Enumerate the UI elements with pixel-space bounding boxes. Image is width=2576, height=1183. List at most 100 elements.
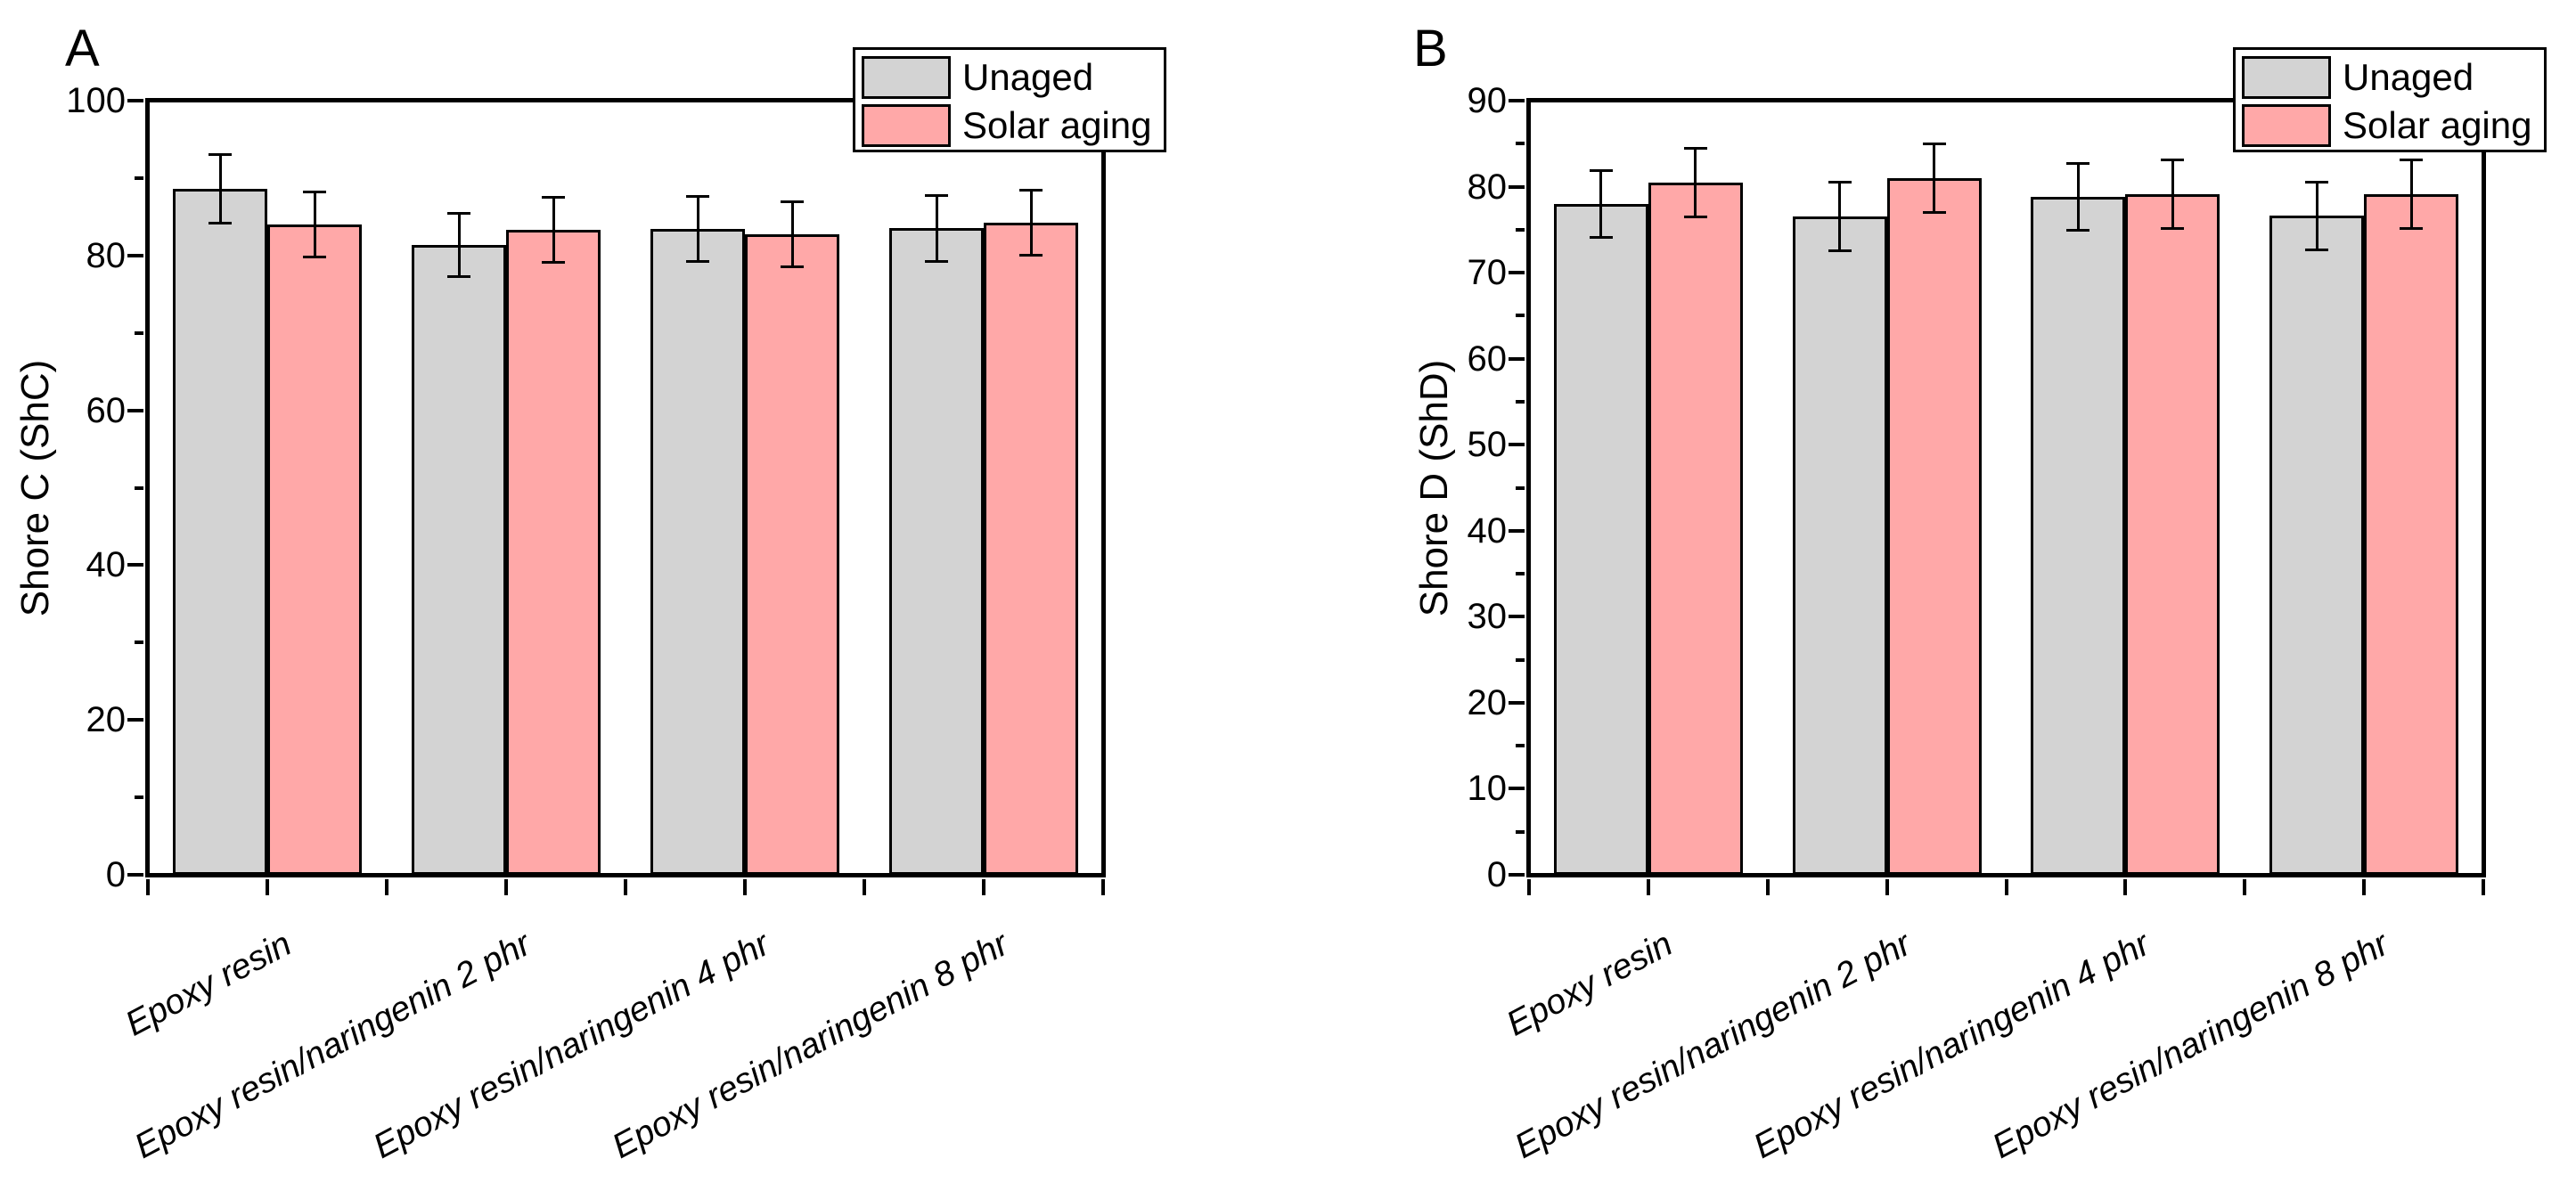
x-tick xyxy=(2362,879,2367,895)
error-bar-top-cap xyxy=(1019,189,1043,192)
x-tick xyxy=(385,879,388,895)
solar-aging-bar xyxy=(267,224,362,875)
x-category-label: Epoxy resin/naringenin 8 phr xyxy=(605,925,1015,1167)
error-bar-line xyxy=(2076,163,2080,231)
x-tick xyxy=(1765,879,1770,895)
error-bar-bottom-cap xyxy=(686,260,709,264)
y-minor-tick xyxy=(135,485,143,490)
y-minor-tick xyxy=(135,640,143,645)
x-category-label: Epoxy resin/naringenin 2 phr xyxy=(127,925,537,1167)
unaged-bar xyxy=(650,229,745,875)
solar-aging-bar xyxy=(506,230,601,875)
y-tick-label: 30 xyxy=(1467,597,1508,637)
error-bar-bottom-cap xyxy=(1922,211,1946,215)
x-tick xyxy=(863,879,866,895)
y-minor-tick xyxy=(135,175,143,180)
error-bar-top-cap xyxy=(209,153,232,157)
solar-aging-swatch xyxy=(2242,104,2331,147)
unaged-bar xyxy=(889,228,984,875)
y-axis-title: Shore C (ShC) xyxy=(13,359,57,616)
error-bar-top-cap xyxy=(925,193,948,197)
unaged-bar xyxy=(173,189,267,875)
error-bar-top-cap xyxy=(1828,181,1852,184)
y-major-tick xyxy=(127,99,143,102)
x-tick xyxy=(1101,879,1105,895)
unaged-bar xyxy=(1792,216,1887,875)
legend-box: Unaged Solar aging xyxy=(853,47,1166,152)
unaged-bar xyxy=(2031,197,2126,875)
y-tick-label: 60 xyxy=(86,390,127,430)
error-bar-top-cap xyxy=(303,191,326,194)
y-major-tick xyxy=(127,253,143,257)
y-major-tick xyxy=(1509,99,1525,102)
y-tick-label: 10 xyxy=(1467,769,1508,809)
y-major-tick xyxy=(1509,615,1525,619)
error-bar-top-cap xyxy=(542,196,565,200)
error-bar-bottom-cap xyxy=(2400,227,2424,231)
y-minor-tick xyxy=(1516,227,1525,232)
solar-aging-bar xyxy=(1886,178,1982,875)
unaged-swatch xyxy=(862,56,951,99)
x-tick xyxy=(1646,879,1650,895)
y-tick-label: 70 xyxy=(1467,253,1508,293)
error-bar-line xyxy=(2409,159,2413,229)
y-minor-tick xyxy=(1516,744,1525,748)
y-major-tick xyxy=(1509,787,1525,791)
x-tick xyxy=(624,879,627,895)
error-bar-top-cap xyxy=(1922,142,1946,145)
y-minor-tick xyxy=(1516,829,1525,834)
unaged-bar xyxy=(1553,204,1648,875)
y-major-tick xyxy=(1509,528,1525,533)
error-bar-bottom-cap xyxy=(2161,227,2185,231)
y-tick-label: 60 xyxy=(1467,339,1508,379)
y-minor-tick xyxy=(1516,572,1525,576)
error-bar-top-cap xyxy=(2400,159,2424,162)
y-minor-tick xyxy=(1516,314,1525,318)
error-bar-bottom-cap xyxy=(1683,215,1707,218)
error-bar-top-cap xyxy=(2161,159,2185,162)
y-minor-tick xyxy=(1516,142,1525,146)
x-tick xyxy=(146,879,150,895)
y-major-tick xyxy=(1509,356,1525,361)
error-bar-line xyxy=(313,192,316,257)
x-tick xyxy=(1527,879,1531,895)
error-bar-bottom-cap xyxy=(303,256,326,259)
y-minor-tick xyxy=(135,330,143,335)
y-tick-label: 40 xyxy=(1467,510,1508,551)
error-bar-bottom-cap xyxy=(209,221,232,224)
y-tick-label: 50 xyxy=(1467,425,1508,465)
plot-frame xyxy=(145,98,1106,877)
legend-label: Solar aging xyxy=(962,104,1152,146)
error-bar-bottom-cap xyxy=(1589,236,1613,240)
x-tick xyxy=(1885,879,1889,895)
x-tick xyxy=(982,879,985,895)
error-bar-line xyxy=(790,201,794,267)
error-bar-line xyxy=(552,197,555,263)
y-tick-label: 100 xyxy=(66,81,126,120)
error-bar-line xyxy=(935,195,938,262)
error-bar-line xyxy=(1933,143,1936,213)
error-bar-line xyxy=(218,154,222,224)
y-major-tick xyxy=(127,408,143,412)
y-minor-tick xyxy=(1516,399,1525,404)
y-minor-tick xyxy=(135,795,143,800)
legend-label: Solar aging xyxy=(2343,104,2532,146)
unaged-bar xyxy=(412,245,506,875)
error-bar-top-cap xyxy=(447,211,470,215)
y-minor-tick xyxy=(1516,485,1525,490)
error-bar-line xyxy=(457,213,461,277)
y-major-tick xyxy=(127,563,143,567)
error-bar-top-cap xyxy=(2305,181,2329,184)
error-bar-line xyxy=(2315,182,2318,250)
error-bar-bottom-cap xyxy=(925,260,948,264)
y-tick-label: 0 xyxy=(1486,855,1507,894)
x-tick xyxy=(2482,879,2485,895)
error-bar-line xyxy=(2171,159,2174,229)
panel-label: B xyxy=(1413,20,1448,78)
error-bar-line xyxy=(696,196,699,262)
y-tick-label: 20 xyxy=(1467,682,1508,722)
y-tick-label: 80 xyxy=(86,235,127,275)
x-tick xyxy=(266,879,269,895)
y-tick-label: 80 xyxy=(1467,167,1508,207)
error-bar-bottom-cap xyxy=(447,274,470,278)
